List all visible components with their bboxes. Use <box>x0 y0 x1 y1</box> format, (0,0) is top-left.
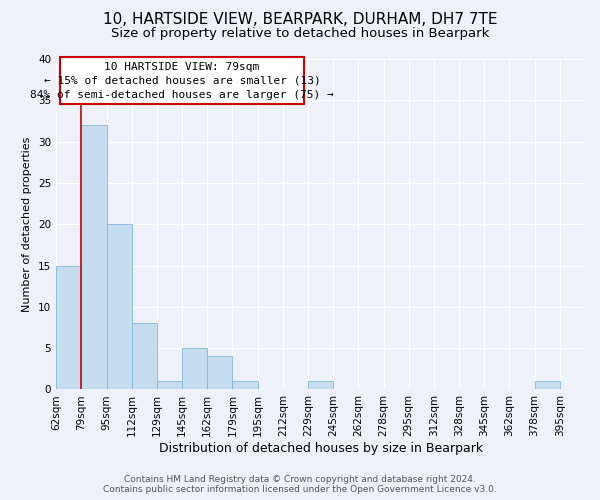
Bar <box>207 356 232 390</box>
Bar <box>308 381 333 390</box>
Text: 10 HARTSIDE VIEW: 79sqm: 10 HARTSIDE VIEW: 79sqm <box>104 62 260 72</box>
Text: ← 15% of detached houses are smaller (13): ← 15% of detached houses are smaller (13… <box>44 76 320 86</box>
FancyBboxPatch shape <box>60 56 304 104</box>
Bar <box>132 324 157 390</box>
Y-axis label: Number of detached properties: Number of detached properties <box>22 136 32 312</box>
Bar <box>56 266 82 390</box>
X-axis label: Distribution of detached houses by size in Bearpark: Distribution of detached houses by size … <box>158 442 482 455</box>
Bar <box>182 348 207 390</box>
Text: 84% of semi-detached houses are larger (75) →: 84% of semi-detached houses are larger (… <box>30 90 334 100</box>
Bar <box>157 381 182 390</box>
Bar <box>82 125 107 390</box>
Text: Size of property relative to detached houses in Bearpark: Size of property relative to detached ho… <box>111 28 489 40</box>
Bar <box>232 381 257 390</box>
Bar <box>107 224 132 390</box>
Text: Contains HM Land Registry data © Crown copyright and database right 2024.
Contai: Contains HM Land Registry data © Crown c… <box>103 474 497 494</box>
Text: 10, HARTSIDE VIEW, BEARPARK, DURHAM, DH7 7TE: 10, HARTSIDE VIEW, BEARPARK, DURHAM, DH7… <box>103 12 497 28</box>
Bar <box>535 381 560 390</box>
